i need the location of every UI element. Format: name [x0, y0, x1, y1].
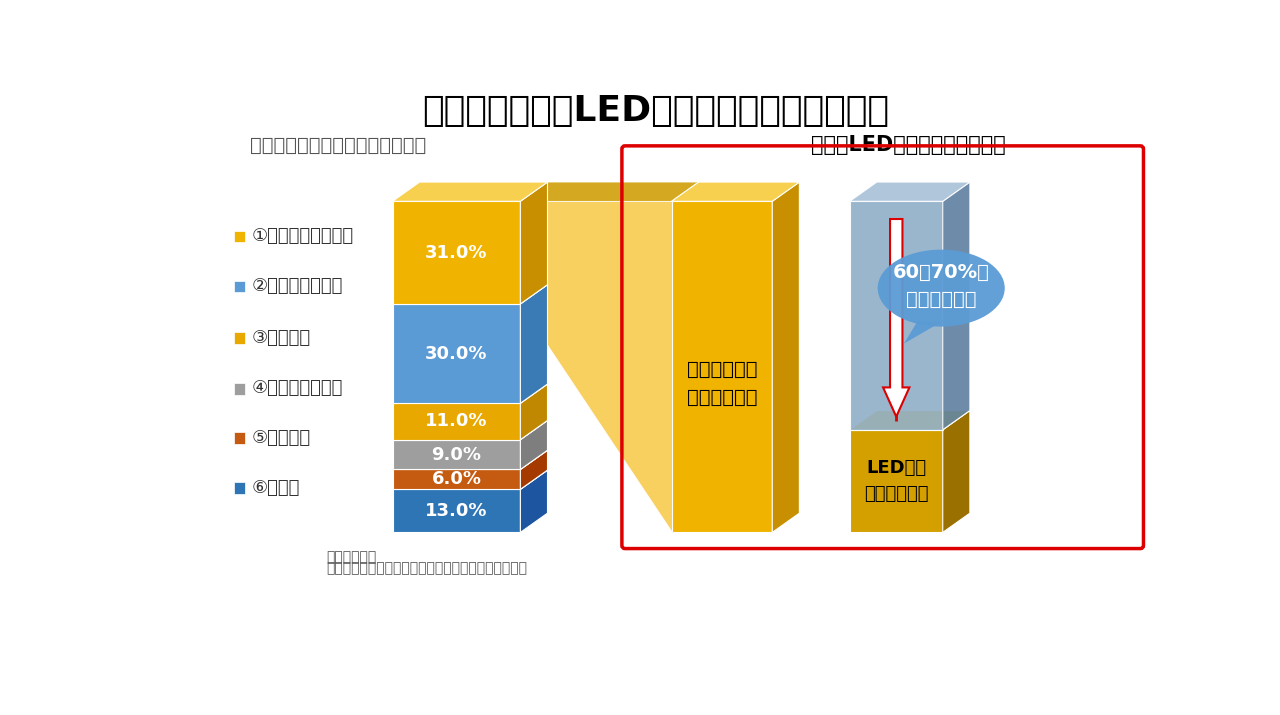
- Text: 60～70%の
電気代を削減: 60～70%の 電気代を削減: [892, 263, 989, 309]
- Polygon shape: [943, 182, 970, 430]
- Text: 東京都環境局: 東京都環境局: [326, 550, 376, 564]
- Polygon shape: [521, 285, 548, 403]
- Polygon shape: [943, 410, 970, 533]
- Polygon shape: [772, 182, 800, 533]
- Text: ①照明・コンセント: ①照明・コンセント: [251, 227, 353, 245]
- Text: 30.0%: 30.0%: [425, 345, 488, 363]
- Bar: [234, 483, 246, 494]
- Polygon shape: [850, 182, 970, 202]
- Text: 31.0%: 31.0%: [425, 244, 488, 262]
- Polygon shape: [393, 450, 548, 470]
- Polygon shape: [521, 420, 548, 470]
- Polygon shape: [393, 440, 521, 470]
- Polygon shape: [521, 470, 548, 533]
- Ellipse shape: [878, 250, 1005, 327]
- Polygon shape: [521, 202, 672, 533]
- Polygon shape: [672, 182, 800, 202]
- Text: 蛍光灯・電球
の電力消費量: 蛍光灯・電球 の電力消費量: [686, 360, 758, 407]
- Polygon shape: [521, 182, 699, 202]
- Polygon shape: [521, 450, 548, 489]
- Bar: [234, 433, 246, 444]
- Bar: [234, 230, 246, 242]
- Polygon shape: [393, 489, 521, 533]
- Text: ⑥その他: ⑥その他: [251, 479, 300, 497]
- Polygon shape: [393, 285, 548, 304]
- Polygon shape: [883, 219, 909, 417]
- Text: ③動力設備: ③動力設備: [251, 329, 311, 347]
- Text: 医療施設の照明LED化による電気代削減効果: 医療施設の照明LED化による電気代削減効果: [422, 94, 890, 128]
- Polygon shape: [904, 320, 941, 343]
- Polygon shape: [672, 202, 772, 533]
- Text: 9.0%: 9.0%: [431, 445, 481, 463]
- Polygon shape: [393, 202, 521, 304]
- Polygon shape: [393, 403, 521, 440]
- Polygon shape: [393, 420, 548, 440]
- Polygon shape: [393, 470, 521, 489]
- Text: ④給湯・厨房設備: ④給湯・厨房設備: [251, 380, 343, 398]
- Bar: [234, 383, 246, 395]
- Polygon shape: [521, 384, 548, 440]
- Text: ②空調・換気設備: ②空調・換気設備: [251, 277, 343, 295]
- Text: 東京都地球温暖化防止活動推進センター資料より抜粋: 東京都地球温暖化防止活動推進センター資料より抜粋: [326, 562, 527, 576]
- Bar: [234, 332, 246, 344]
- Text: 13.0%: 13.0%: [425, 502, 488, 520]
- Polygon shape: [393, 182, 548, 202]
- Polygon shape: [393, 384, 548, 403]
- Polygon shape: [850, 410, 970, 430]
- Text: 照明のLED化による省エネ効果: 照明のLED化による省エネ効果: [810, 135, 1005, 155]
- Text: 病院における用途別電力使用比率: 病院における用途別電力使用比率: [250, 136, 426, 154]
- Text: 6.0%: 6.0%: [431, 470, 481, 488]
- Polygon shape: [393, 304, 521, 403]
- Text: 11.0%: 11.0%: [425, 413, 488, 430]
- Text: LED照明
の電力消費量: LED照明 の電力消費量: [864, 459, 928, 503]
- Polygon shape: [393, 470, 548, 489]
- Polygon shape: [850, 430, 943, 533]
- Polygon shape: [521, 182, 548, 304]
- Bar: [234, 280, 246, 292]
- Text: ⑤医療機器: ⑤医療機器: [251, 429, 311, 447]
- Polygon shape: [850, 202, 943, 430]
